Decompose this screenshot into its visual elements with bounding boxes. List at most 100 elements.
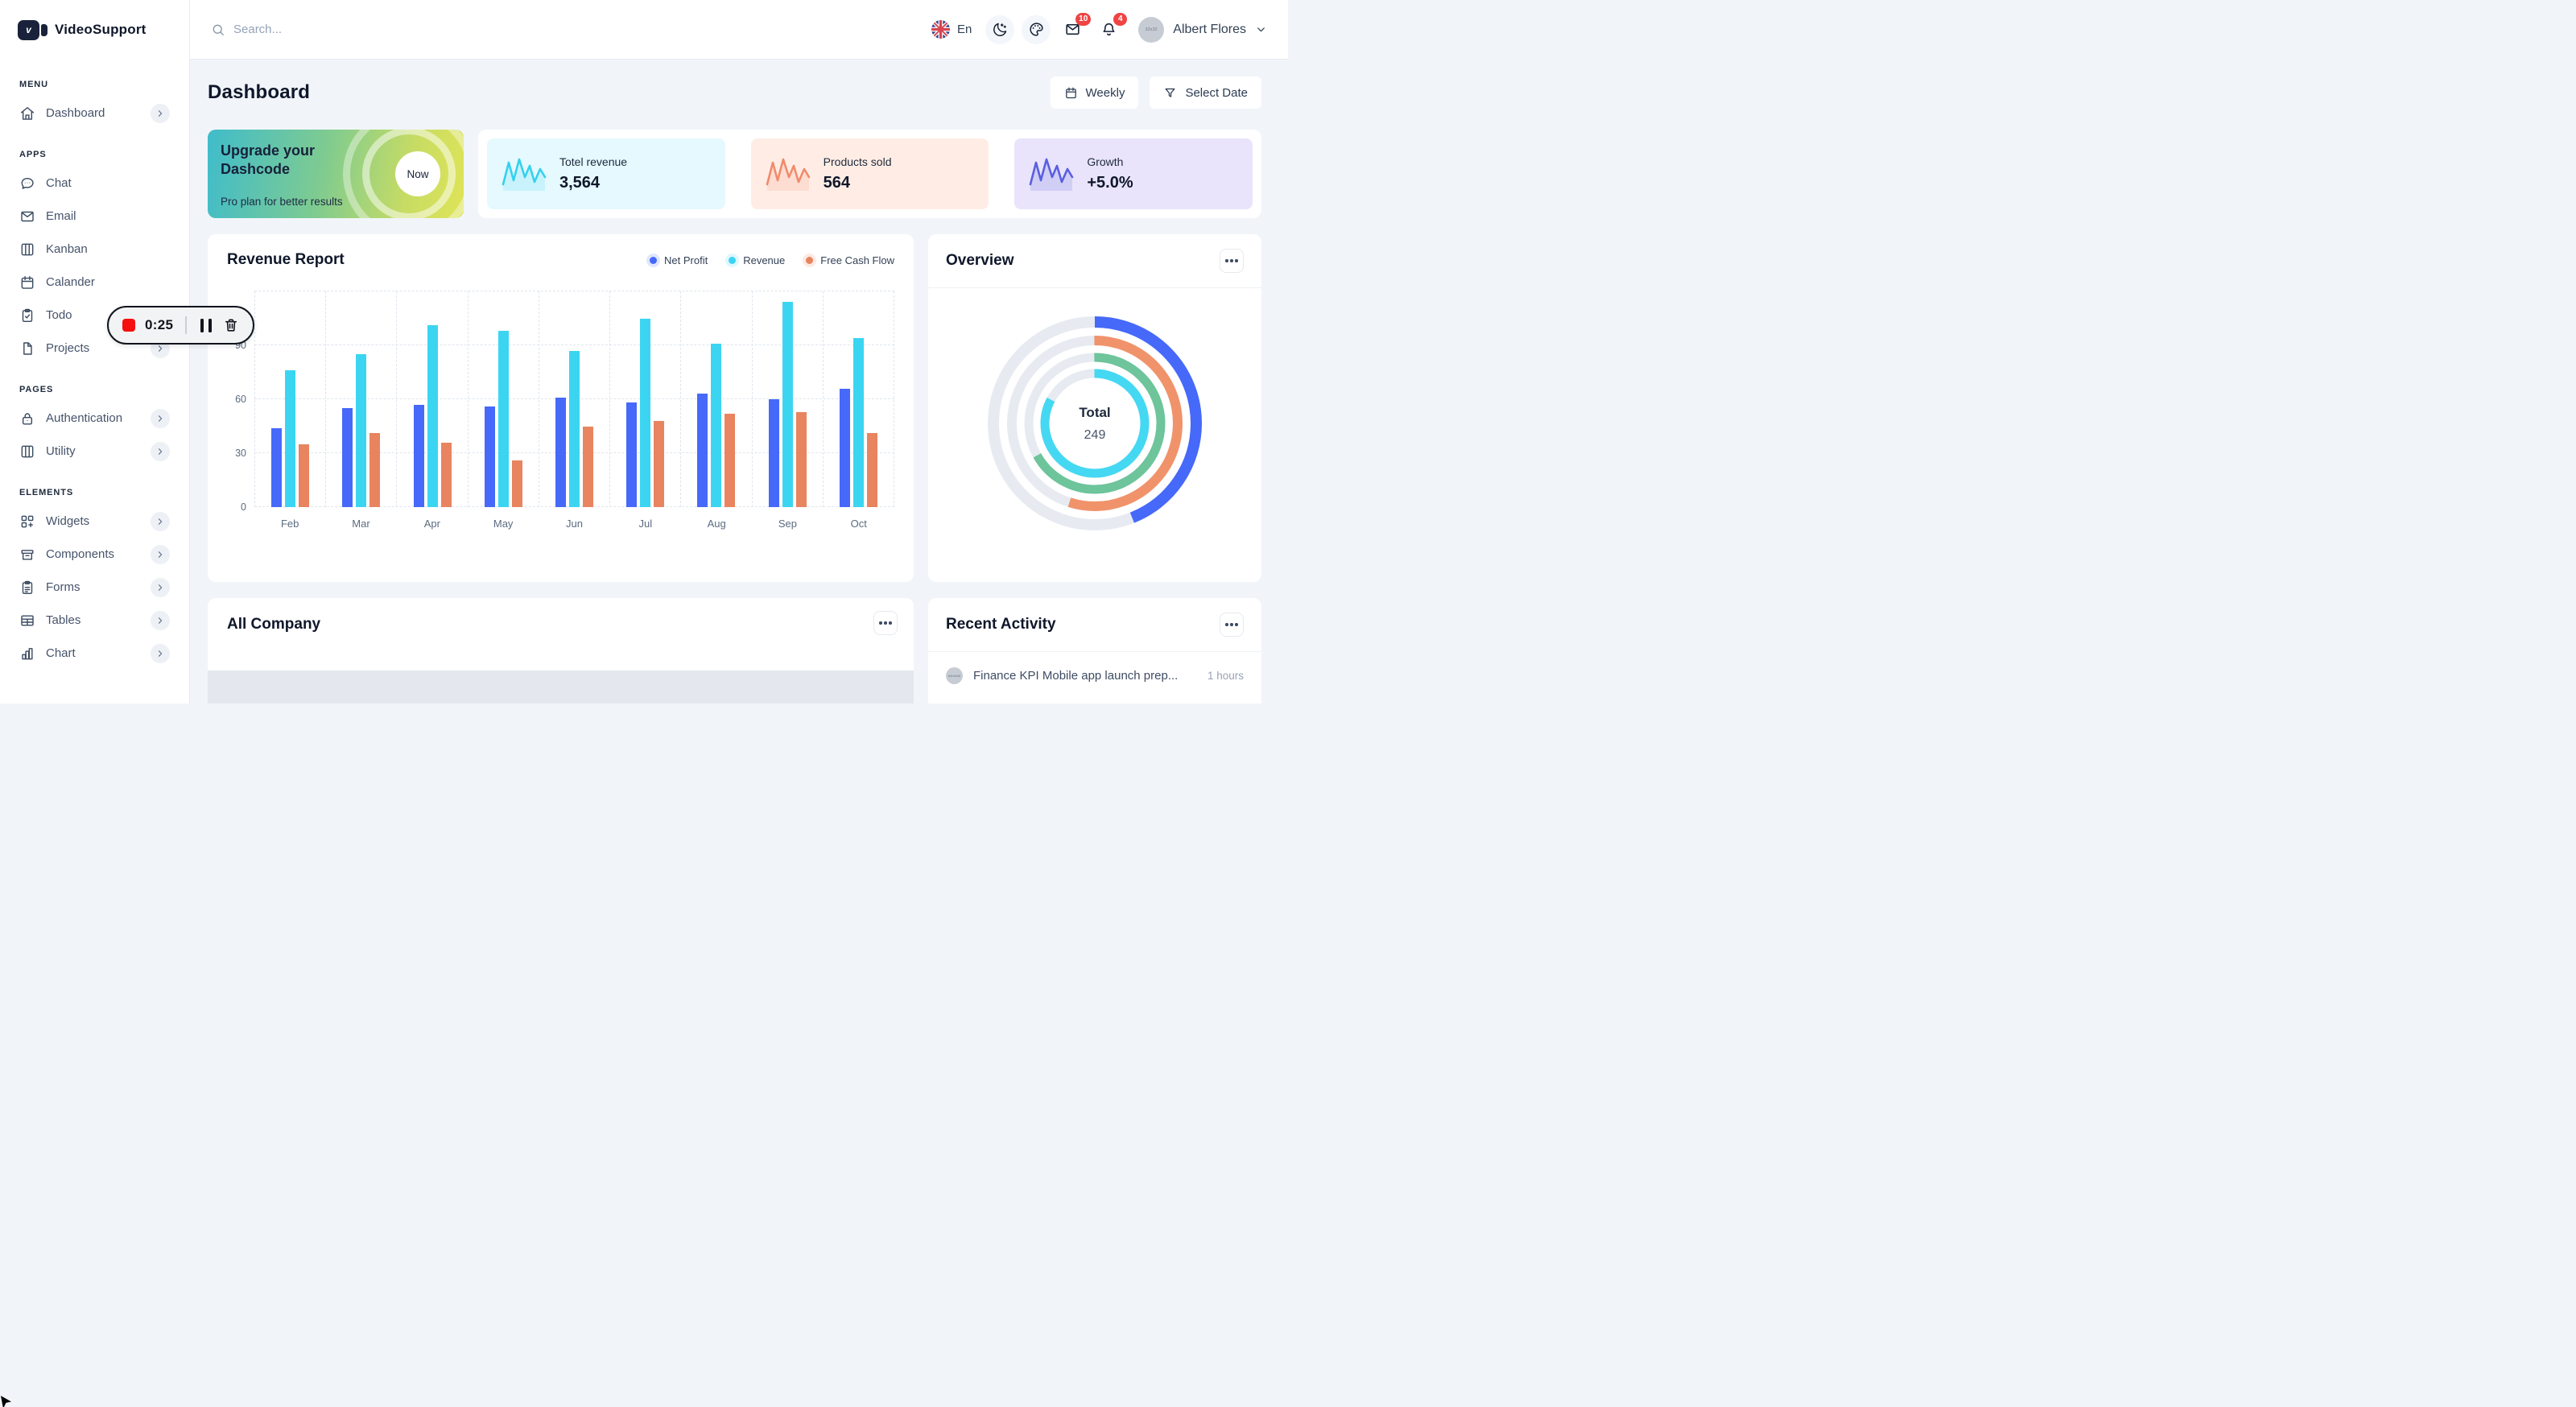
recent-activity-menu-button[interactable] bbox=[1220, 613, 1244, 637]
bar-net-profit[interactable] bbox=[839, 388, 850, 507]
bar-free-cash-flow[interactable] bbox=[440, 442, 452, 507]
overview-radial-svg bbox=[988, 316, 1202, 530]
uk-flag-icon bbox=[931, 20, 950, 39]
bar-free-cash-flow[interactable] bbox=[511, 460, 522, 507]
bar-revenue[interactable] bbox=[568, 350, 580, 507]
notifications-button[interactable]: 4 bbox=[1094, 12, 1128, 44]
bar-net-profit[interactable] bbox=[413, 404, 424, 507]
chevron-right-icon[interactable] bbox=[151, 643, 170, 663]
logo-text: VideoSupport bbox=[55, 22, 147, 37]
bar-free-cash-flow[interactable] bbox=[866, 433, 877, 507]
bar-group-sep bbox=[751, 291, 823, 507]
chevron-right-icon[interactable] bbox=[151, 577, 170, 597]
dots-icon bbox=[879, 621, 882, 625]
stat-card-growth: Growth +5.0% bbox=[1014, 138, 1253, 209]
palette-icon bbox=[1030, 23, 1043, 36]
legend-item-net-profit[interactable]: Net Profit bbox=[650, 254, 708, 266]
sparkline-icon bbox=[1030, 158, 1074, 191]
bar-net-profit[interactable] bbox=[484, 406, 495, 507]
chevron-right-icon[interactable] bbox=[151, 408, 170, 428]
messages-button[interactable]: 10 bbox=[1058, 12, 1092, 44]
upgrade-title: Upgrade your Dashcode bbox=[221, 142, 316, 178]
overview-menu-button[interactable] bbox=[1220, 249, 1244, 273]
bar-free-cash-flow[interactable] bbox=[724, 413, 736, 507]
bar-revenue[interactable] bbox=[711, 343, 722, 507]
search-input[interactable] bbox=[233, 23, 572, 36]
chevron-right-icon[interactable] bbox=[151, 511, 170, 531]
stop-recording-button[interactable] bbox=[122, 319, 135, 332]
sidebar-item-calander[interactable]: Calander bbox=[14, 266, 175, 299]
notifications-badge: 4 bbox=[1113, 12, 1128, 26]
sidebar-item-dashboard[interactable]: Dashboard bbox=[14, 97, 175, 130]
sidebar-item-kanban[interactable]: Kanban bbox=[14, 233, 175, 266]
bar-net-profit[interactable] bbox=[271, 427, 283, 507]
all-company-menu-button[interactable] bbox=[873, 611, 898, 635]
bar-revenue[interactable] bbox=[356, 354, 367, 507]
discard-recording-button[interactable] bbox=[223, 317, 239, 333]
chevron-right-icon[interactable] bbox=[151, 441, 170, 461]
sidebar-item-components[interactable]: Components bbox=[14, 538, 175, 571]
bar-free-cash-flow[interactable] bbox=[299, 444, 310, 507]
sidebar-item-utility[interactable]: Utility bbox=[14, 435, 175, 468]
sidebar-item-tables[interactable]: Tables bbox=[14, 604, 175, 637]
bar-net-profit[interactable] bbox=[342, 408, 353, 507]
bar-net-profit[interactable] bbox=[697, 394, 708, 507]
radial-arc-ring-3[interactable] bbox=[1024, 353, 1166, 494]
bar-revenue[interactable] bbox=[640, 318, 651, 507]
bar-revenue[interactable] bbox=[497, 331, 509, 507]
divider bbox=[185, 316, 187, 334]
bar-free-cash-flow[interactable] bbox=[369, 433, 381, 507]
user-menu[interactable]: 32x32 Albert Flores bbox=[1138, 16, 1267, 43]
upgrade-now-button[interactable]: Now bbox=[395, 151, 440, 196]
bar-free-cash-flow[interactable] bbox=[654, 420, 665, 507]
language-switcher[interactable]: En bbox=[931, 20, 972, 39]
content-column: En 10 4 32x32 Albert Flore bbox=[190, 0, 1288, 704]
weekly-button[interactable]: Weekly bbox=[1050, 76, 1139, 109]
sidebar-item-chart[interactable]: Chart bbox=[14, 637, 175, 670]
overview-card: Overview Total 249 bbox=[928, 234, 1261, 582]
forms-icon bbox=[19, 580, 35, 596]
bar-revenue[interactable] bbox=[285, 370, 296, 507]
chevron-right-icon[interactable] bbox=[151, 544, 170, 564]
radial-arc-ring-outer[interactable] bbox=[988, 316, 1202, 530]
videosupport-logo-icon: v bbox=[18, 19, 47, 40]
sidebar-item-authentication[interactable]: Authentication bbox=[14, 402, 175, 435]
kanban-icon bbox=[19, 241, 35, 258]
bar-revenue[interactable] bbox=[852, 338, 864, 507]
x-tick-label: Apr bbox=[423, 518, 440, 530]
logo[interactable]: v VideoSupport bbox=[0, 0, 189, 60]
nav-item-label: Dashboard bbox=[46, 106, 105, 120]
chevron-right-icon[interactable] bbox=[151, 103, 170, 123]
bar-free-cash-flow[interactable] bbox=[582, 426, 593, 507]
sidebar-item-chat[interactable]: Chat bbox=[14, 167, 175, 200]
radial-arc-ring-2[interactable] bbox=[1007, 336, 1183, 511]
bar-revenue[interactable] bbox=[427, 325, 438, 507]
dark-mode-toggle[interactable] bbox=[985, 14, 1015, 44]
search-icon bbox=[213, 24, 224, 35]
sidebar-item-email[interactable]: Email bbox=[14, 200, 175, 233]
select-date-button[interactable]: Select Date bbox=[1150, 76, 1261, 109]
all-company-title: All Company bbox=[227, 616, 321, 633]
bar-revenue[interactable] bbox=[782, 302, 793, 507]
bar-free-cash-flow[interactable] bbox=[795, 411, 807, 507]
lock-icon bbox=[19, 411, 35, 427]
sidebar-item-widgets[interactable]: Widgets bbox=[14, 505, 175, 538]
sidebar-item-forms[interactable]: Forms bbox=[14, 571, 175, 604]
chevron-right-icon[interactable] bbox=[151, 610, 170, 630]
moon-icon bbox=[993, 23, 1007, 36]
radial-arc-ring-inner[interactable] bbox=[1040, 369, 1150, 478]
sidebar-item-todo[interactable]: Todo bbox=[14, 299, 175, 332]
columns-icon bbox=[19, 444, 35, 460]
overview-header: Overview bbox=[928, 234, 1261, 288]
bar-net-profit[interactable] bbox=[768, 399, 779, 507]
bar-net-profit[interactable] bbox=[555, 397, 566, 507]
nav-item-label: Authentication bbox=[46, 411, 123, 425]
pause-recording-button[interactable] bbox=[199, 316, 214, 336]
bar-net-profit[interactable] bbox=[626, 402, 638, 507]
theme-palette-button[interactable] bbox=[1022, 14, 1051, 44]
x-tick-label: Oct bbox=[850, 518, 867, 530]
recording-timer[interactable]: 0:25 bbox=[107, 306, 255, 345]
legend-item-revenue[interactable]: Revenue bbox=[729, 254, 785, 266]
activity-item[interactable]: 640x640 Finance KPI Mobile app launch pre… bbox=[928, 652, 1261, 684]
legend-item-free-cash-flow[interactable]: Free Cash Flow bbox=[806, 254, 894, 266]
